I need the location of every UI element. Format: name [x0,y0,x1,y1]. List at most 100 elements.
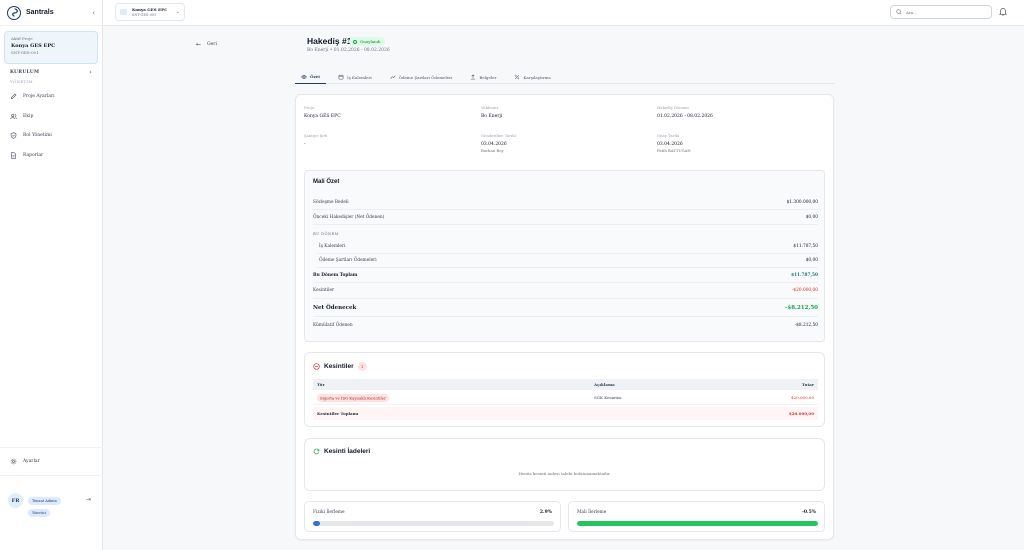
row-label: Kesintiler [313,288,335,293]
section-yonetim-label: YÖNETİM [10,79,33,84]
info-label: Proje [304,105,315,110]
row-label: Sözleşme Bedeli [313,199,349,205]
refunds-title: Kesinti İadeleri [313,448,370,455]
check-circle-icon [353,39,357,44]
project-selector[interactable]: Konya GES EPC SNT-GES-001 ⌄ [115,3,185,21]
sidebar-item-label: Rol Yönetimi [23,133,52,139]
table-row[interactable]: Sigorta ve İSG Kaynaklı Kesintiler SGK K… [313,391,818,405]
info-value: 03.04.2026 [657,142,683,147]
cell-tur: Sigorta ve İSG Kaynaklı Kesintiler [317,393,594,402]
row-label: Ödeme Şartları Ödemeleri [319,258,377,263]
info-santiye-sefi: Şantiye Şefi - [304,133,327,147]
row-value: -$20.000,00 [791,288,818,293]
sidebar-item-raporlar[interactable]: Raporlar [0,146,102,166]
deductions-title-label: Kesintiler [324,363,354,370]
info-proje: Proje Konya GES EPC [304,105,341,119]
sidebar-item-rol-yonetimi[interactable]: Rol Yönetimi [0,126,102,146]
row-sozlesme: Sözleşme Bedeli $1.300.000,00 [313,195,818,210]
summary-panel: Proje Konya GES EPC Yüklenici Bo Enerji … [295,94,834,540]
upload-icon [471,74,476,80]
sidebar-item-label: Ekip [23,113,34,119]
row-label: Net Ödenecek [313,304,357,311]
sidebar-item-ayarlar[interactable]: Ayarlar [0,447,103,475]
back-button[interactable]: ← Geri [196,41,217,48]
col-tur: Tür [317,382,325,387]
page-subtitle: Bo Enerji • 01.02.2026 - 08.02.2026 [307,48,390,53]
info-label: Yüklenici [481,105,499,110]
tab-label: İş Kalemleri [347,74,372,80]
row-is-kalemleri: İş Kalemleri $11.787,50 [316,240,818,254]
eye-icon [301,74,307,79]
tab-is-kalemleri[interactable]: İş Kalemleri [332,70,378,84]
info-label: Onay Tarihi [657,133,680,138]
gear-icon [10,458,17,465]
active-project-name: Konya GES EPC [11,43,56,49]
row-label: İş Kalemleri [319,244,346,249]
users-icon [10,113,17,119]
row-value: $1.300.000,00 [786,199,818,205]
cell-aciklama: SGK Kesintisi [594,395,622,400]
tab-ozet[interactable]: Özet [295,70,327,84]
physical-progress-card: Fiziki İlerleme 2.9% [304,501,561,532]
col-aciklama: Açıklama [594,382,615,387]
info-value: Konya GES EPC [304,114,341,119]
financial-progress-value: -0.5% [802,510,816,515]
section-kurulum[interactable]: KURULUM › [0,66,102,78]
info-gonderilme: Gönderilme Tarihi 03.04.2026 Burhan Boy [481,133,516,153]
active-project-label: Aktif Proje [11,36,33,41]
search-input[interactable] [906,9,986,15]
search-icon [896,9,902,15]
collapse-sidebar-icon[interactable]: ‹ [92,8,95,17]
bu-donem-header: BU DÖNEM [313,231,339,236]
sidebar-item-ekip[interactable]: Ekip [0,107,102,127]
info-value: 01.02.2026 - 08.02.2026 [657,114,713,119]
minus-circle-icon [313,363,320,370]
tab-label: Belgeler [479,74,497,80]
info-yuklenici: Yüklenici Bo Enerji [481,105,502,119]
financial-progress-fill [577,521,818,526]
row-value: $11.787,50 [791,272,818,278]
tab-belgeler[interactable]: Belgeler [464,70,502,84]
sidebar-item-proje-ayarlari[interactable]: Proje Ayarları [0,87,102,107]
logout-icon[interactable]: ⇥ [85,496,91,503]
col-tutar: Tutar [801,382,814,387]
user-tenant-badge: Yönetici [28,509,51,517]
info-value: - [304,142,306,147]
active-project-card[interactable]: Aktif Proje Konya GES EPC SNT-GES-001 [4,31,98,64]
arrow-left-icon: ← [196,41,202,48]
trend-icon [390,75,396,79]
row-label: Kümülatif Ödenen [313,322,353,328]
tab-karsilastirma[interactable]: Karşılaştırma [508,70,556,84]
tab-label: Ödeme Şartları Ödemeleri [398,74,453,80]
refunds-title-label: Kesinti İadeleri [324,448,371,455]
deductions-total-row: Kesintiler Toplamı $20.000,00 [313,407,818,420]
row-value: $0,00 [805,214,818,220]
row-label: Bu Dönem Toplam [313,272,358,278]
bell-icon[interactable] [999,7,1007,16]
percent-icon [515,74,520,80]
physical-progress-bar [313,521,554,526]
deductions-card: Kesintiler 1 Tür Açıklama Tutar Sigorta … [304,352,825,427]
info-value: 03.04.2026 [481,142,507,147]
row-value: -$8.212,50 [785,304,818,311]
info-label: Hakediş Dönemi [657,105,689,110]
physical-progress-fill [313,521,321,526]
tab-odeme-sartlari[interactable]: Ödeme Şartları Ödemeleri [384,70,459,84]
brand-logo-icon [7,5,21,20]
user-panel: FR Tenant Admin Yönetici ⇥ [0,475,103,550]
refunds-card: Kesinti İadeleri Henüz kesinti iadesi ta… [304,438,825,491]
search-box[interactable] [890,5,992,19]
deductions-total-value: $20.000,00 [788,411,814,416]
row-value: $0,00 [805,258,818,263]
box-icon [338,74,344,80]
financial-progress-bar [577,521,818,526]
document-icon [11,152,16,159]
info-donem: Hakediş Dönemi 01.02.2026 - 08.02.2026 [657,105,713,119]
project-selector-name: Konya GES EPC [132,7,168,12]
back-label: Geri [207,42,217,47]
sidebar-item-label: Raporlar [23,152,44,158]
sidebar-header: Santrals ‹ [0,0,102,26]
cell-tutar: $20.000,00 [791,395,814,400]
avatar[interactable]: FR [8,493,23,508]
chevron-right-icon: › [89,68,92,76]
